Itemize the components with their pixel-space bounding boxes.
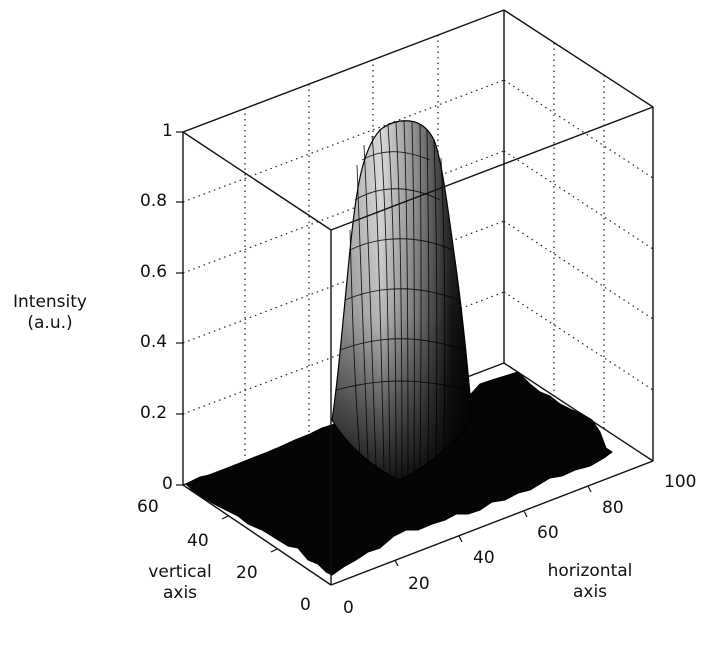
- x-axis-title-line2: axis: [572, 582, 608, 602]
- z-tick-label: 0.6: [140, 262, 168, 282]
- z-tick-label: 1: [162, 121, 173, 141]
- z-tick-label: 0.2: [140, 403, 168, 423]
- x-axis-title-line1: horizontal: [547, 561, 633, 581]
- z-tick-label: 0.4: [140, 332, 168, 352]
- y-tick-label: 60: [137, 497, 159, 517]
- z-tick-label: 0.8: [140, 191, 168, 211]
- y-axis-title-line2: axis: [162, 583, 198, 603]
- x-tick-label: 0: [343, 598, 354, 618]
- y-tick-label: 20: [236, 563, 258, 583]
- x-tick-label: 100: [664, 472, 697, 492]
- y-axis-title: vertical axis: [132, 562, 228, 604]
- box-edges-front: [182, 106, 654, 586]
- x-tick-label: 20: [408, 574, 430, 594]
- x-tick-label: 40: [473, 548, 495, 568]
- y-tick-label: 40: [187, 531, 209, 551]
- x-axis-title: horizontal axis: [528, 561, 652, 603]
- y-tick-label: 0: [300, 595, 311, 615]
- y-axis-title-line1: vertical: [148, 562, 212, 582]
- z-axis-title-line2: (a.u.): [27, 313, 73, 333]
- peak-mesh-lines: [335, 120, 469, 479]
- x-tick-label: 60: [537, 523, 559, 543]
- z-axis-title-line1: Intensity: [13, 292, 87, 312]
- z-tick-label: 0: [162, 474, 173, 494]
- x-tick-label: 80: [602, 498, 624, 518]
- z-axis-title: Intensity (a.u.): [5, 292, 95, 334]
- tick-marks: [176, 131, 592, 567]
